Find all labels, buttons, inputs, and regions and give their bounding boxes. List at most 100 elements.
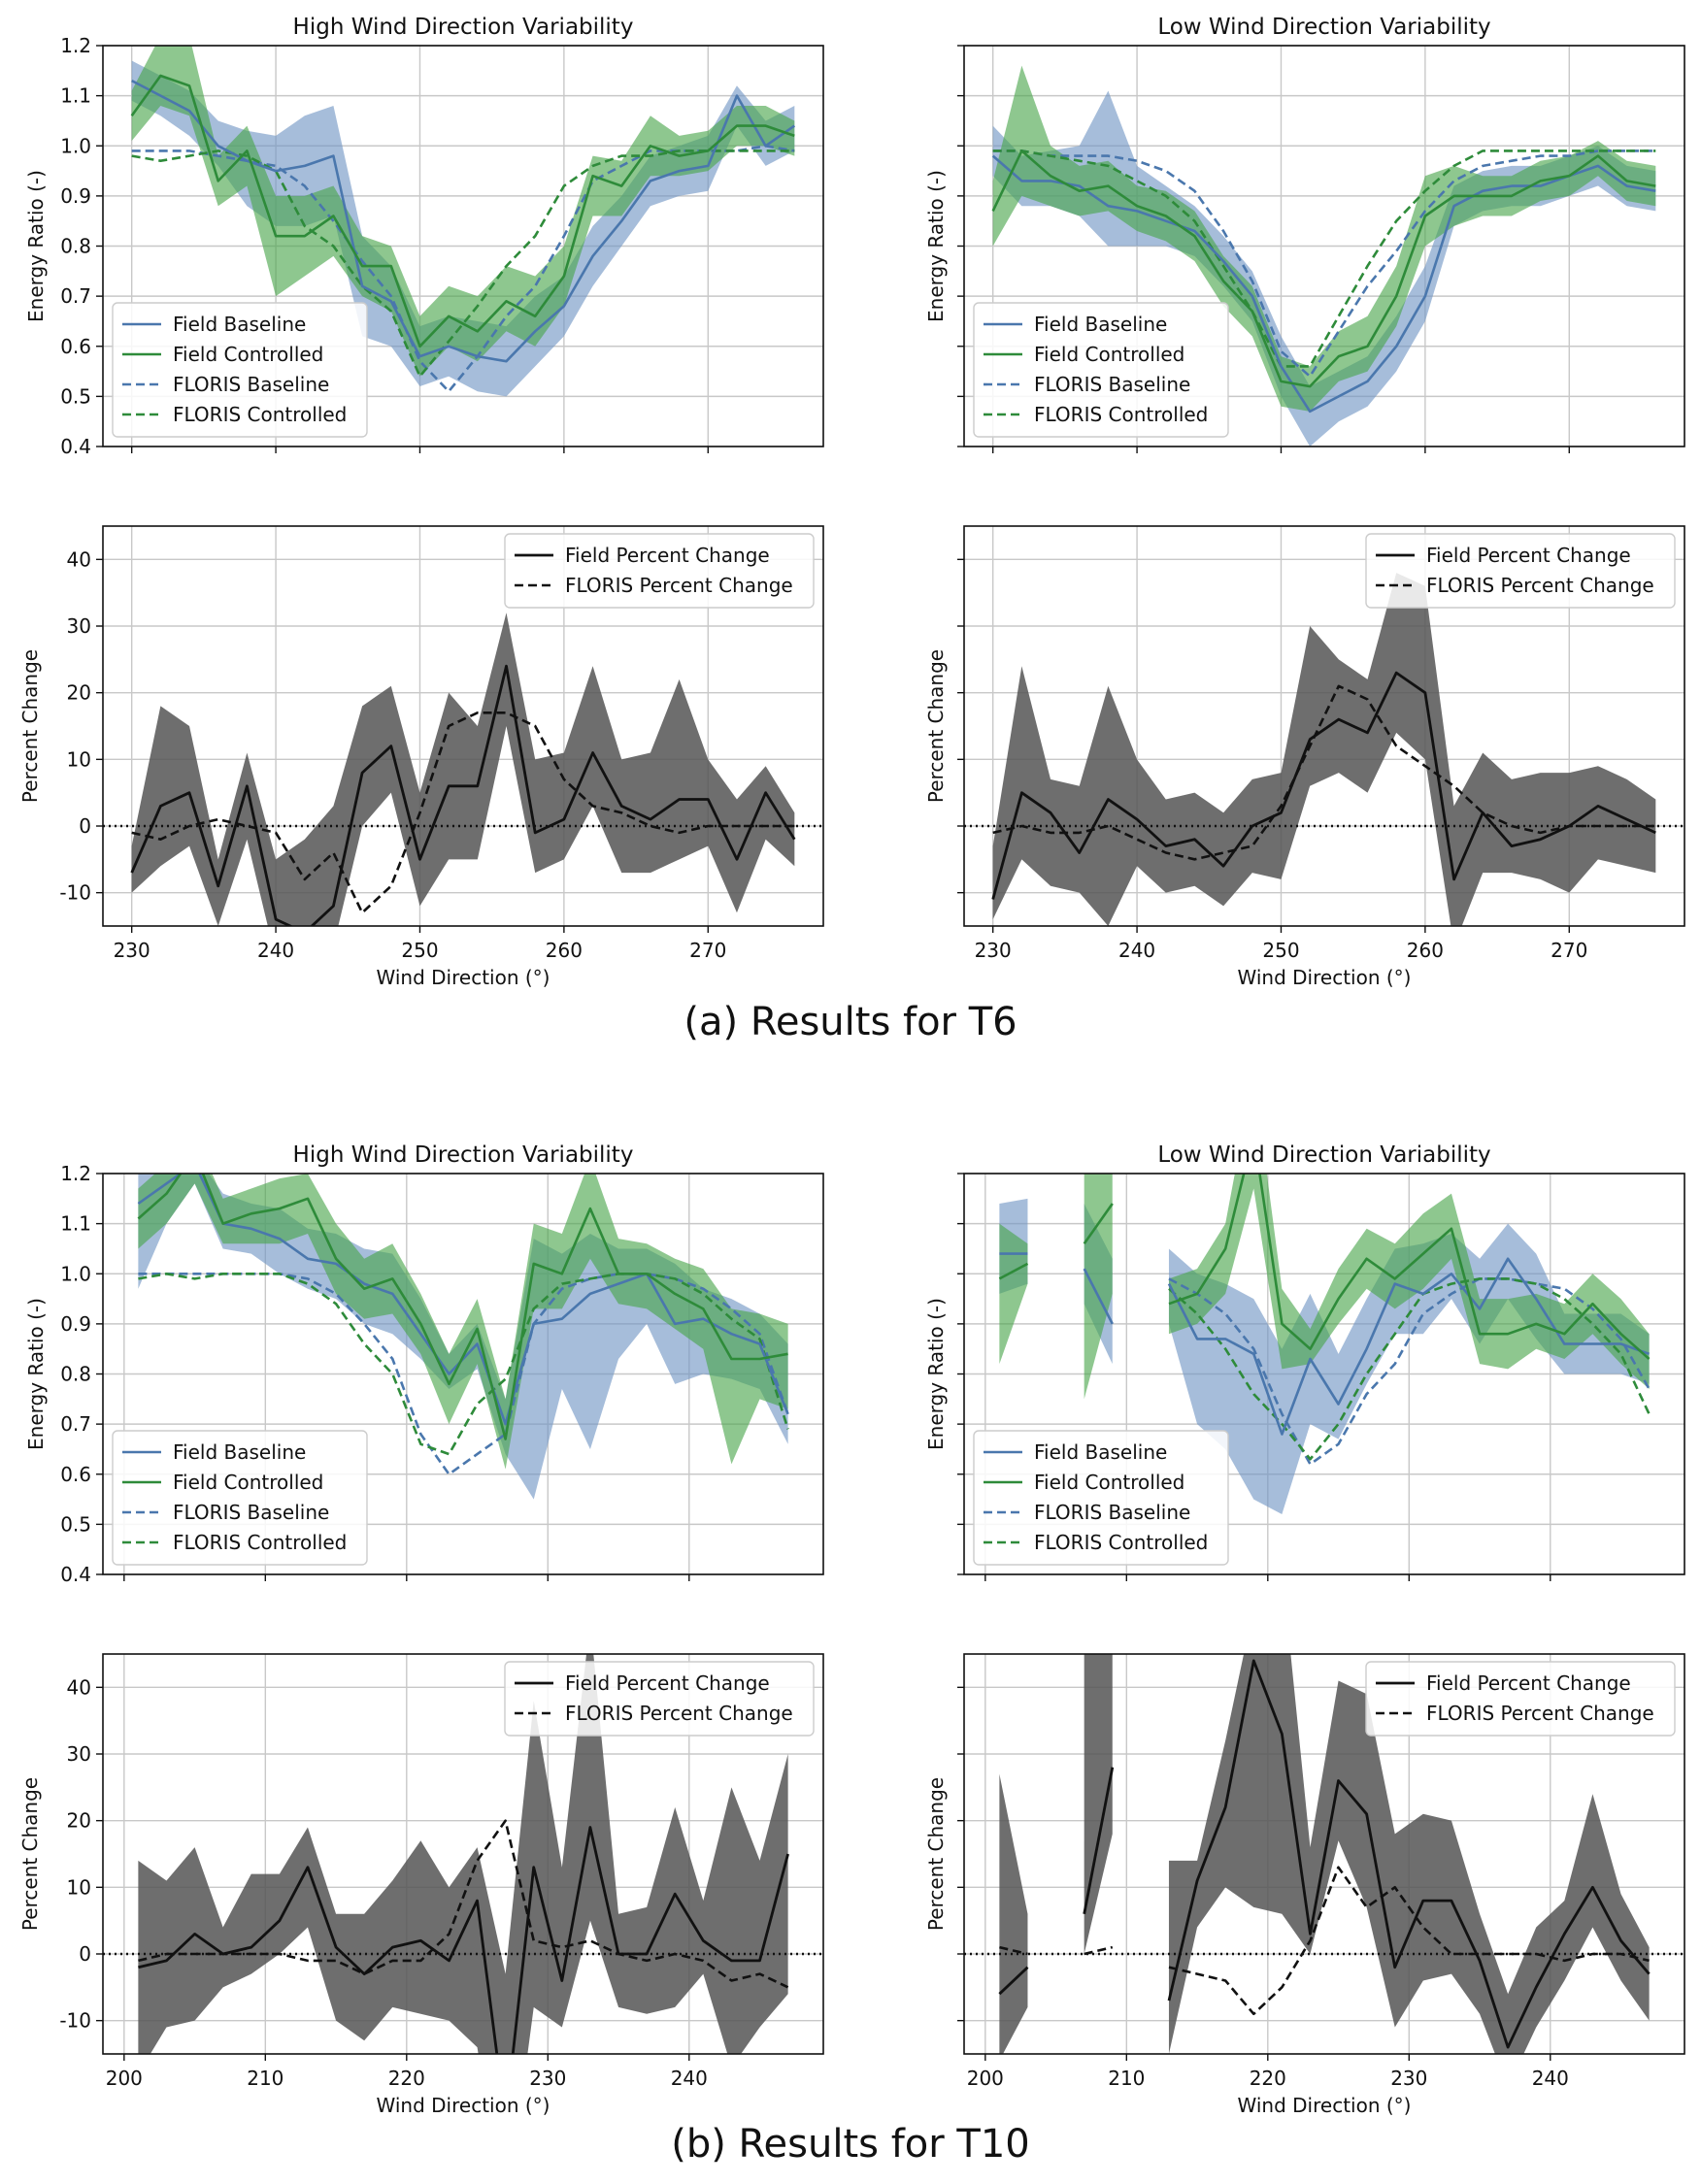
series-line-field_pct	[998, 1966, 1029, 1996]
y-tick-label: 40	[67, 547, 91, 571]
series-line-field_baseline	[1083, 1268, 1114, 1325]
x-axis-label: Wind Direction (°)	[377, 2094, 550, 2117]
plot-area	[964, 573, 1684, 926]
series-line-floris_baseline	[131, 145, 795, 393]
y-tick-label: 30	[67, 614, 91, 638]
y-tick-label: 0.4	[60, 435, 91, 458]
legend-label-floris_baseline: FLORIS Baseline	[173, 1501, 329, 1524]
y-axis-label: Percent Change	[924, 1777, 948, 1931]
x-tick-label: 200	[967, 2067, 1004, 2090]
chart-title: Low Wind Direction Variability	[1157, 15, 1490, 40]
y-tick-label: 1.0	[60, 1262, 91, 1285]
legend-label-floris_baseline: FLORIS Baseline	[1034, 1501, 1190, 1524]
series-line-field_controlled	[998, 1262, 1029, 1280]
chart-title: High Wind Direction Variability	[293, 1142, 634, 1168]
y-tick-label: 0.7	[60, 1412, 91, 1436]
series-line-floris_controlled	[992, 149, 1656, 368]
legend: Field Baseline Field Controlled FLORIS Bas…	[973, 1430, 1229, 1566]
legend-label-floris_controlled: FLORIS Controlled	[1034, 1531, 1208, 1554]
y-tick-label: 20	[67, 681, 91, 705]
series-line-field_controlled	[130, 74, 795, 348]
legend-label-field_baseline: Field Baseline	[173, 313, 306, 336]
y-tick-label: -10	[59, 881, 91, 905]
legend-label-field_pct: Field Percent Change	[1426, 1671, 1631, 1695]
legend-box	[504, 1661, 815, 1737]
series-line-field_pct	[1167, 1659, 1651, 2049]
plot-area	[964, 1654, 1684, 2054]
legend-label-floris_pct: FLORIS Percent Change	[1426, 574, 1654, 597]
legend-label-floris_controlled: FLORIS Controlled	[173, 1531, 347, 1554]
y-axis-label: Energy Ratio (-)	[24, 1298, 48, 1450]
y-axis-label: Energy Ratio (-)	[924, 1298, 948, 1450]
y-axis-label: Percent Change	[18, 1777, 42, 1931]
y-tick-label: 1.0	[60, 134, 91, 157]
panel-t10_low_energy: Low Wind Direction Variability Energy Rat…	[924, 1142, 1685, 1581]
x-tick-label: 270	[689, 939, 726, 962]
y-tick-label: 0.8	[60, 1363, 91, 1386]
legend-label-floris_baseline: FLORIS Baseline	[173, 373, 329, 396]
series-line-floris_controlled	[1168, 1277, 1651, 1461]
y-tick-label: 10	[67, 1875, 91, 1899]
plot-area	[103, 1654, 823, 2054]
panel-t10_high_pct: 200 210 220 230 240 -10 0 10 20 30 40 Wind Directio…	[18, 1653, 824, 2117]
y-axis-label: Percent Change	[18, 649, 42, 803]
y-tick-label: 0.6	[60, 335, 91, 358]
y-tick-label: 0.4	[60, 1563, 91, 1586]
axes-frame	[102, 525, 824, 927]
series-line-floris_pct	[1084, 1945, 1114, 1956]
y-tick-label: 1.1	[60, 1212, 91, 1236]
series-line-field_baseline	[1167, 1257, 1651, 1436]
y-tick-label: 1.2	[60, 34, 91, 57]
panel-t10_high_energy: 0.4 0.5 0.6 0.7 0.8 0.9 1.0 1.1 1.2 High Wind Dir…	[24, 1142, 824, 1586]
band-field_controlled	[999, 1223, 1028, 1365]
series-line-field_pct	[138, 1826, 789, 2054]
chart-title: Low Wind Direction Variability	[1157, 1142, 1490, 1168]
y-tick-label: 0.7	[60, 284, 91, 308]
legend-label-field_controlled: Field Controlled	[173, 1471, 323, 1494]
y-tick-label: 1.2	[60, 1162, 91, 1185]
legend-box	[1365, 1661, 1676, 1737]
x-tick-label: 230	[529, 2067, 566, 2090]
legend-label-field_controlled: Field Controlled	[1034, 343, 1184, 366]
legend-box	[112, 302, 368, 438]
legend: Field Baseline Field Controlled FLORIS Bas…	[973, 302, 1229, 438]
x-tick-label: 260	[546, 939, 583, 962]
y-tick-label: 20	[67, 1809, 91, 1833]
legend: Field Baseline Field Controlled FLORIS Bas…	[112, 302, 368, 438]
legend-label-field_pct: Field Percent Change	[1426, 544, 1631, 567]
legend-label-field_pct: Field Percent Change	[565, 544, 770, 567]
band-field_controlled	[138, 1174, 788, 1470]
y-tick-label: 0.9	[60, 184, 91, 208]
plot-area	[130, 46, 796, 397]
panel-t6_low_energy: Low Wind Direction Variability Energy Rat…	[924, 15, 1685, 453]
legend-box	[504, 533, 815, 609]
series-line-floris_baseline	[1168, 1277, 1651, 1466]
x-tick-label: 210	[247, 2067, 284, 2090]
series-line-floris_pct	[138, 1819, 789, 1989]
x-tick-label: 240	[1532, 2067, 1569, 2090]
panel-t10_low_pct: 200 210 220 230 240 Wind Direction (°) Percent…	[924, 1653, 1685, 2117]
band-field_controlled	[1168, 1174, 1650, 1389]
band-field_pct	[131, 612, 795, 926]
series-line-floris_pct	[1168, 1866, 1650, 2016]
y-tick-label: 1.1	[60, 84, 91, 108]
plot-area	[137, 1174, 789, 1500]
series-line-floris_pct	[131, 711, 795, 914]
legend-label-field_baseline: Field Baseline	[173, 1440, 306, 1464]
panel-t6_high_pct: 230 240 250 260 270 -10 0 10 20 30 40 Wind Directio…	[18, 525, 824, 989]
x-tick-label: 220	[1250, 2067, 1286, 2090]
legend-box	[112, 1430, 368, 1566]
plot-area	[998, 1174, 1651, 1515]
series-line-field_baseline	[991, 154, 1656, 414]
x-axis-label: Wind Direction (°)	[377, 966, 550, 989]
x-tick-label: 230	[975, 939, 1012, 962]
x-axis-label: Wind Direction (°)	[1238, 2094, 1412, 2117]
legend: Field Percent Change FLORIS Percent Chang…	[504, 533, 815, 609]
legend: Field Percent Change FLORIS Percent Chang…	[1365, 1661, 1676, 1737]
legend-label-floris_controlled: FLORIS Controlled	[173, 403, 347, 426]
series-line-field_baseline	[131, 79, 796, 363]
x-tick-label: 250	[1262, 939, 1299, 962]
panel-t6_low_pct: 230 240 250 260 270 Wind Direction (°) Percent…	[924, 525, 1685, 989]
chart-title: High Wind Direction Variability	[293, 15, 634, 40]
legend-label-field_pct: Field Percent Change	[565, 1671, 770, 1695]
